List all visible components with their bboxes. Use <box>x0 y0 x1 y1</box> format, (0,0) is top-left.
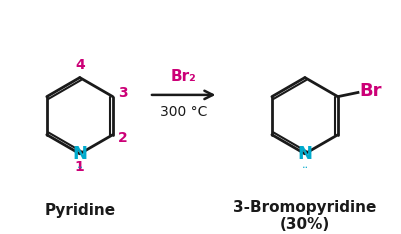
Text: N: N <box>72 145 87 163</box>
Text: 3-Bromopyridine: 3-Bromopyridine <box>233 200 376 215</box>
Text: (30%): (30%) <box>279 217 329 232</box>
Text: 3: 3 <box>118 86 128 100</box>
Text: Pyridine: Pyridine <box>44 203 115 218</box>
Text: 1: 1 <box>75 160 85 174</box>
Text: ⋅⋅: ⋅⋅ <box>301 164 308 173</box>
Text: 300 °C: 300 °C <box>160 105 207 119</box>
Text: 2: 2 <box>118 131 128 145</box>
Text: N: N <box>297 145 312 163</box>
Text: ⋅⋅: ⋅⋅ <box>76 164 83 173</box>
Text: 4: 4 <box>75 58 85 73</box>
Text: Br₂: Br₂ <box>170 69 196 84</box>
Text: Br: Br <box>358 82 381 100</box>
